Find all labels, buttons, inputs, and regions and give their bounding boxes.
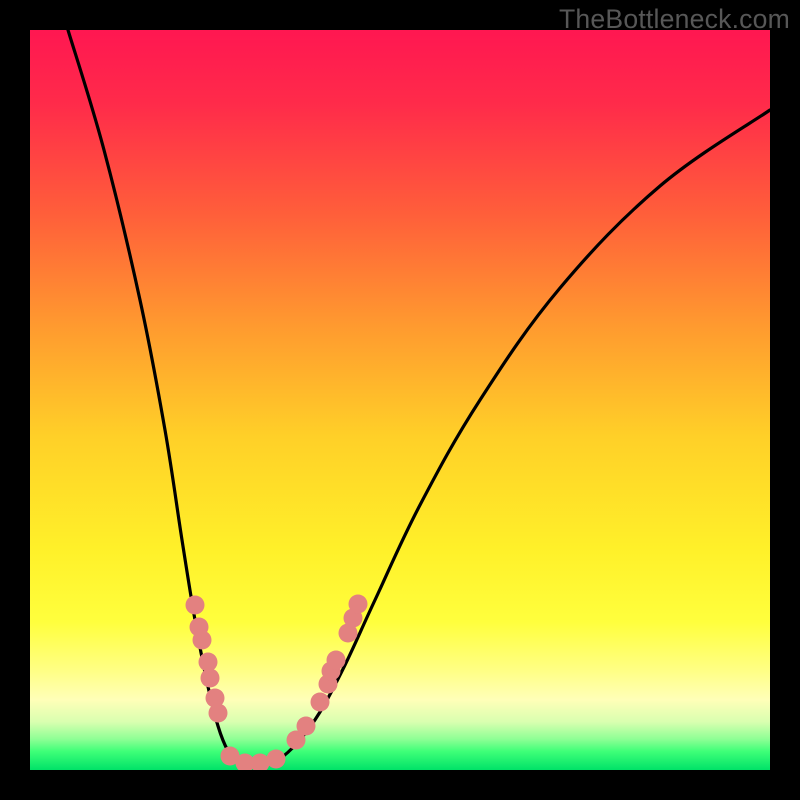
marker-point	[199, 653, 218, 672]
marker-point	[251, 754, 270, 773]
marker-point	[311, 693, 330, 712]
chart-svg	[0, 0, 800, 800]
chart-frame: TheBottleneck.com	[0, 0, 800, 800]
watermark-text: TheBottleneck.com	[559, 4, 790, 35]
gradient-background	[30, 30, 770, 770]
marker-point	[209, 704, 228, 723]
marker-point	[201, 669, 220, 688]
marker-point	[267, 750, 286, 769]
marker-point	[327, 651, 346, 670]
marker-point	[193, 631, 212, 650]
marker-point	[297, 717, 316, 736]
marker-point	[186, 596, 205, 615]
marker-point	[349, 595, 368, 614]
